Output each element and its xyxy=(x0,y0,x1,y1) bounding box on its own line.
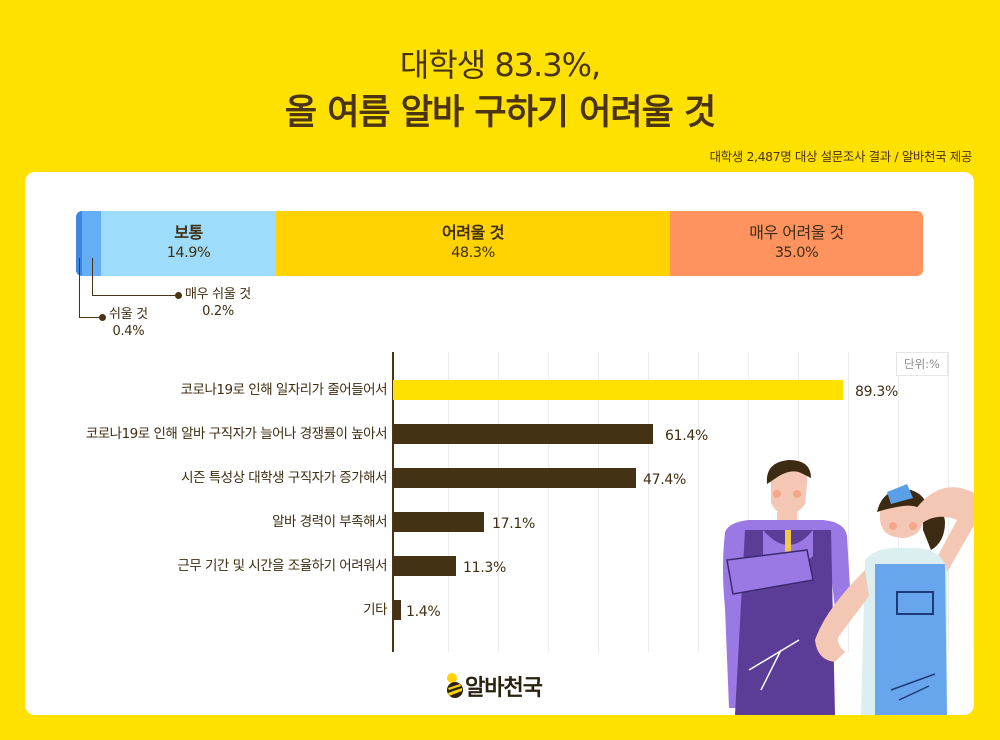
bar-value: 61.4% xyxy=(665,428,708,444)
bar-value: 89.3% xyxy=(855,384,898,400)
segment-value: 48.3% xyxy=(451,245,495,261)
callout-line-very-easy xyxy=(92,258,178,296)
callout-dot-very-easy xyxy=(175,292,182,299)
bar-value: 47.4% xyxy=(643,472,686,488)
segment-very-hard: 매우 어려울 것 35.0% xyxy=(670,211,923,276)
bar xyxy=(393,424,653,444)
segment-value: 14.9% xyxy=(166,245,211,261)
page-title-line1: 대학생 83.3%, xyxy=(399,46,601,84)
callout-line-easy xyxy=(79,258,101,318)
gridline xyxy=(448,352,449,652)
gridline xyxy=(648,352,649,652)
callout-dot-easy xyxy=(99,314,106,321)
segment-hard: 어려울 것 48.3% xyxy=(276,211,670,276)
bar-label: 기타 xyxy=(363,602,387,618)
segment-label: 보통 xyxy=(174,223,203,242)
page-title-line2: 올 여름 알바 구하기 어려울 것 xyxy=(284,93,716,133)
bar xyxy=(393,556,456,576)
albamon-logo: 알바천국 xyxy=(445,670,543,702)
stacked-bar: 보통 14.9% 어려울 것 48.3% 매우 어려울 것 35.0% xyxy=(76,211,923,276)
bar-label: 코로나19로 인해 일자리가 줄어들어서 xyxy=(180,382,388,398)
bar-value: 11.3% xyxy=(463,560,506,576)
source-note: 대학생 2,487명 대상 설문조사 결과 / 알바천국 제공 xyxy=(709,149,973,164)
bar-label: 알바 경력이 부족해서 xyxy=(272,514,387,530)
bar xyxy=(393,512,484,532)
gridline xyxy=(598,352,599,652)
bee-icon xyxy=(447,673,463,698)
bar-label: 코로나19로 인해 알바 구직자가 늘어나 경쟁률이 높아서 xyxy=(85,426,388,442)
segment-label: 매우 어려울 것 xyxy=(749,223,844,242)
callout-value: 0.4% xyxy=(112,324,145,339)
callout-value: 0.2% xyxy=(202,304,234,319)
callout-label: 쉬울 것 xyxy=(109,307,148,322)
bar-value: 17.1% xyxy=(492,516,535,532)
segment-normal: 보통 14.9% xyxy=(101,211,276,276)
callout-easy: 쉬울 것 0.4% xyxy=(109,306,148,340)
bar-value: 1.4% xyxy=(406,604,441,620)
gridline xyxy=(748,352,749,652)
bar-label: 근무 기간 및 시간을 조율하기 어려워서 xyxy=(177,558,387,574)
gridline xyxy=(698,352,699,652)
bar xyxy=(393,600,401,620)
bar-highlight xyxy=(393,380,843,400)
logo-text: 알바천국 xyxy=(465,676,543,701)
y-axis xyxy=(392,352,394,652)
bar xyxy=(393,468,636,488)
gridline xyxy=(548,352,549,652)
woman-figure-icon xyxy=(815,484,974,715)
segment-very-easy xyxy=(76,211,82,276)
man-figure-icon xyxy=(723,460,851,715)
gridline xyxy=(498,352,499,652)
bar-label: 시즌 특성상 대학생 구직자가 증가해서 xyxy=(181,470,387,486)
segment-easy xyxy=(82,211,101,276)
callout-very-easy: 매우 쉬울 것 0.2% xyxy=(185,286,251,320)
chart-card: 보통 14.9% 어려울 것 48.3% 매우 어려울 것 35.0% 쉬울 것 0.… xyxy=(25,172,974,715)
unit-label: 단위:% xyxy=(896,352,948,376)
workers-illustration xyxy=(723,460,974,715)
gridline xyxy=(848,352,849,652)
segment-value: 35.0% xyxy=(774,245,819,261)
callout-label: 매우 쉬울 것 xyxy=(185,287,251,302)
segment-label: 어려울 것 xyxy=(442,223,504,242)
